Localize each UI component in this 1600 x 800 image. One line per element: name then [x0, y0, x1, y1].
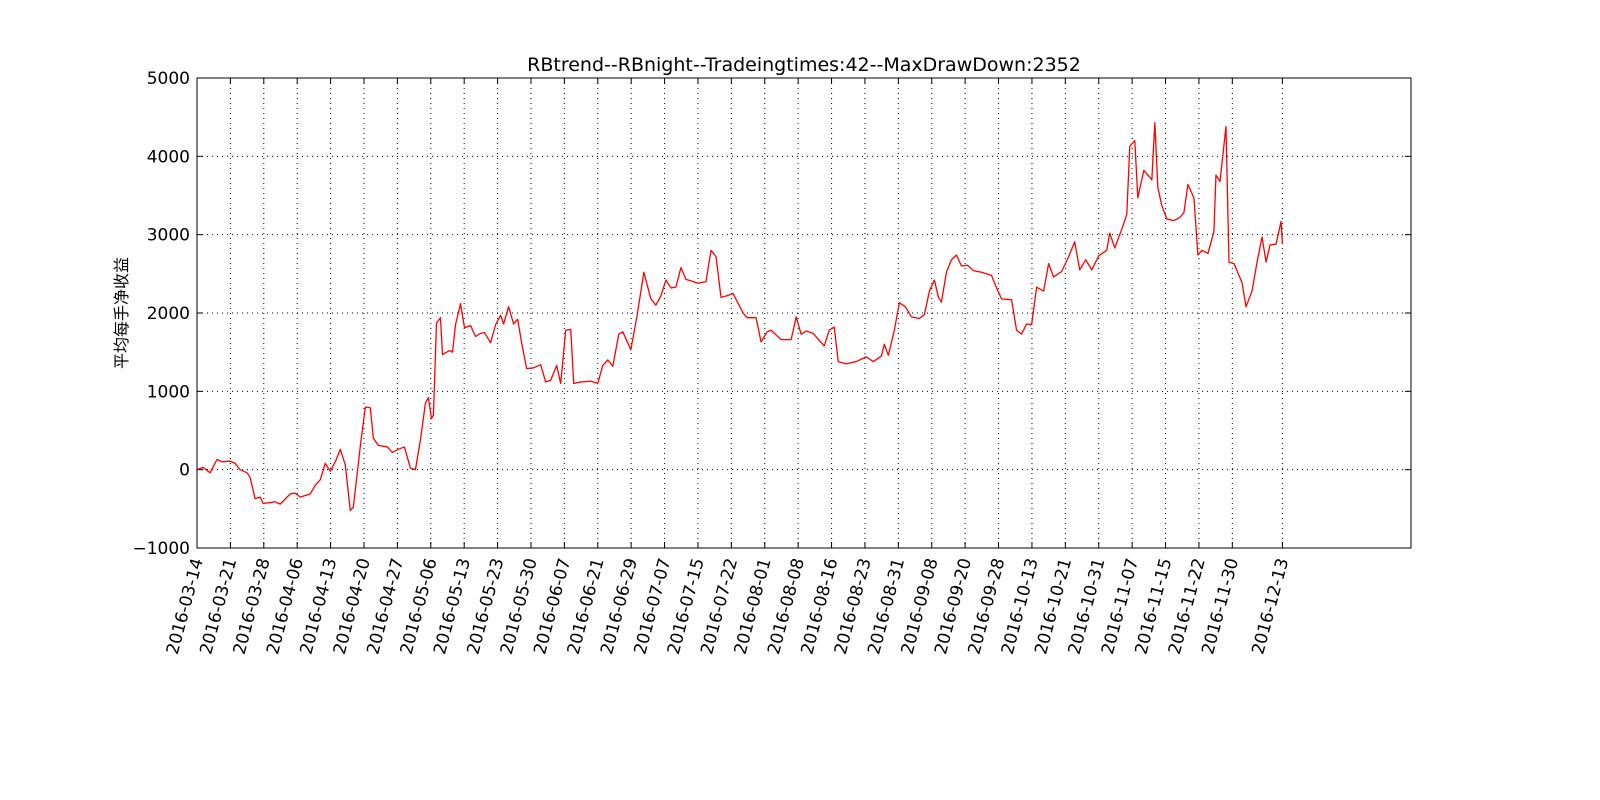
y-tick-label: 1000: [147, 382, 190, 402]
y-tick-label: 0: [179, 461, 190, 481]
y-tick-label: 3000: [147, 226, 190, 246]
y-axis-label: 平均每手净收益: [112, 257, 131, 369]
y-tick-label: −1000: [132, 539, 190, 559]
plot-frame: [196, 77, 1412, 549]
y-tick-label: 4000: [147, 147, 190, 167]
y-tick-label: 5000: [147, 69, 190, 89]
chart-title: RBtrend--RBnight--Tradeingtimes:42--MaxD…: [527, 54, 1081, 76]
y-tick-label: 2000: [147, 304, 190, 324]
data-line: [196, 122, 1284, 512]
